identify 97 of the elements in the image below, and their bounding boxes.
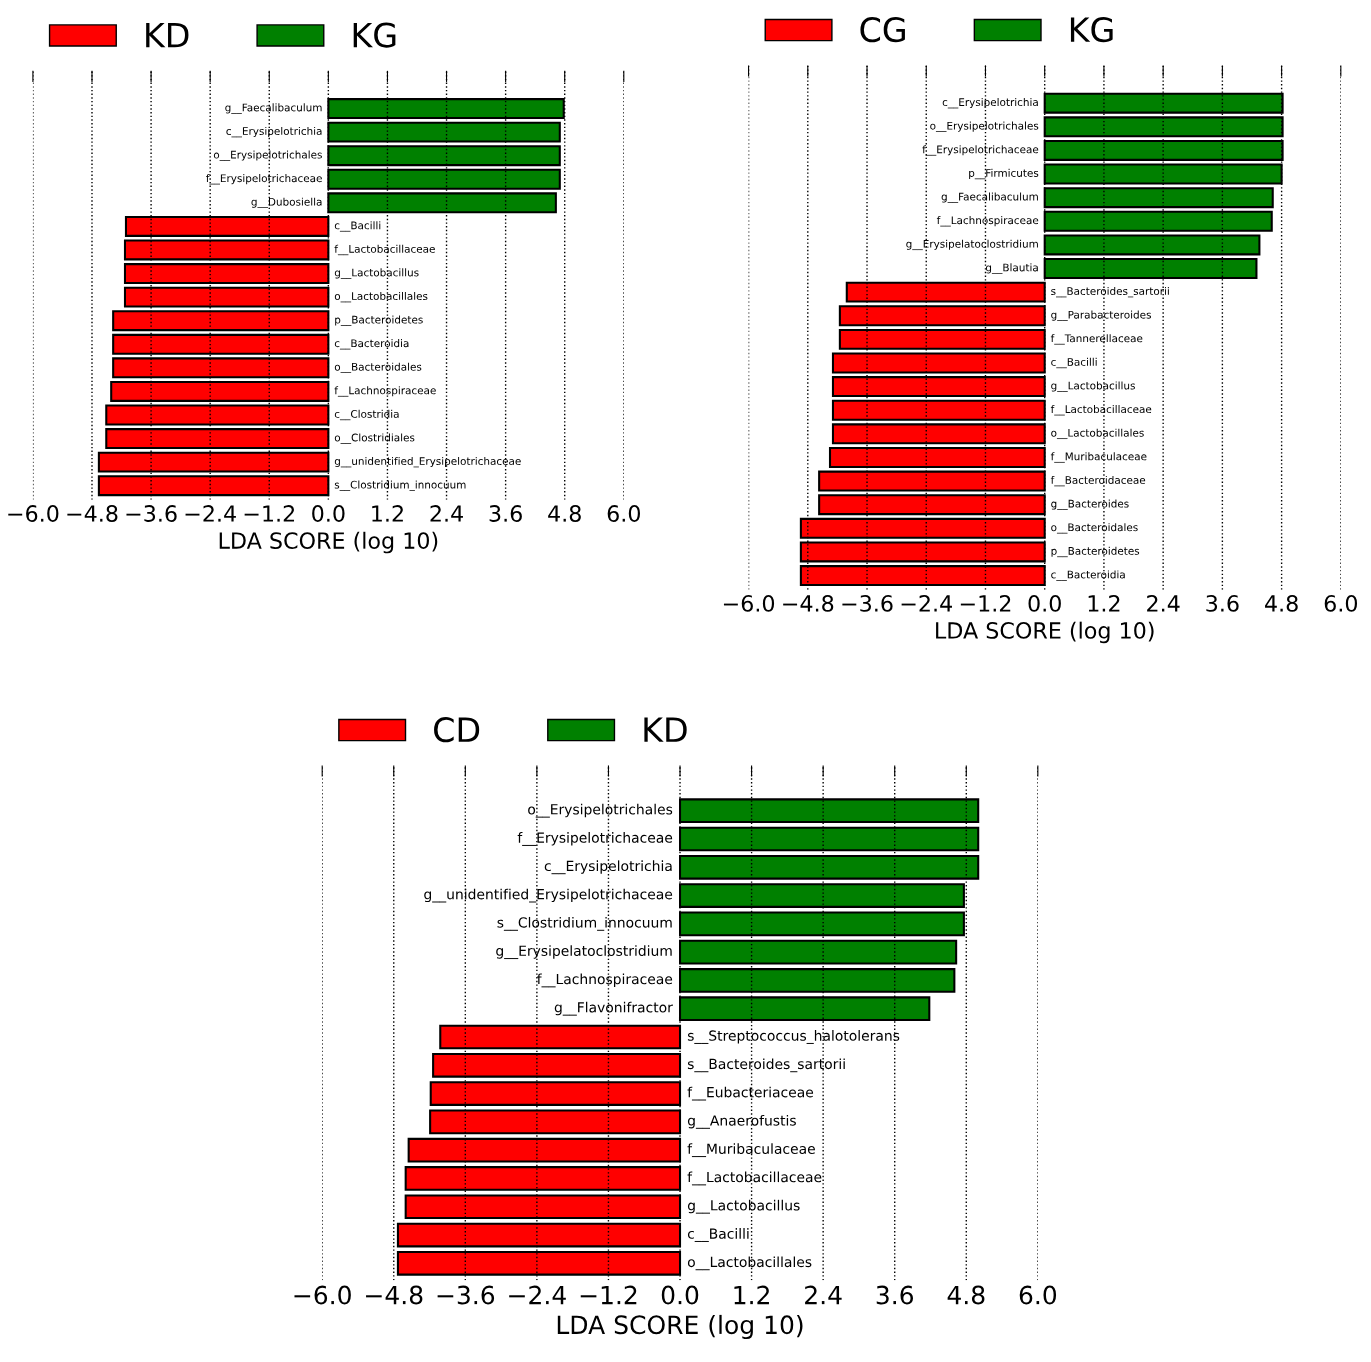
x-tick-label: −1.2 [580,1285,637,1305]
category-label: c__Bacteroidia [334,339,409,350]
x-tick-label: 4.8 [1265,595,1298,612]
legend-label: KD [146,22,189,48]
category-label: s__Streptococcus_halotolerans [687,1030,900,1044]
x-tick-label: 1.2 [1088,595,1120,612]
x-tick-label: 3.6 [489,505,522,522]
category-label: g__Erysipelatoclostridium [906,239,1038,251]
category-label: c__Bacteroidia [1051,570,1125,581]
x-tick-label: 4.8 [548,505,581,522]
category-label: g__Dubosiella [251,197,322,209]
x-tick-label: −4.8 [67,505,118,522]
category-label: f__Lactobacillaceae [1050,405,1152,416]
category-label: p__Bacteroidetes [1051,546,1140,558]
x-tick-label: −6.0 [8,505,59,522]
x-axis-title: LDA SCORE (log 10) [557,1314,803,1340]
legend-label: CG [860,17,905,43]
category-label: g__Lactobacillus [1051,381,1135,392]
x-tick-label: 6.0 [1324,595,1358,612]
category-label: o__Clostridiales [334,433,415,444]
category-label: p__Bacteroidetes [335,315,423,326]
x-tick-label: 2.4 [1147,595,1180,612]
x-tick-label: 0.0 [1028,595,1061,612]
category-label: o__Erysipelotrichales [930,121,1039,132]
x-tick-label: −3.6 [126,505,177,522]
category-label: c__Clostridia [334,409,399,421]
category-label: s__Bacteroides_sartorii [1051,286,1169,298]
category-label: o__Bacteroidales [1051,523,1138,534]
category-label: g__Flavonifractor [554,1001,673,1016]
category-label: f__Erysipelotrichaceae [517,832,673,846]
x-tick-label: −6.0 [294,1285,351,1305]
category-label: o__Erysipelotrichales [528,803,673,818]
category-label: f__Erysipelotrichaceae [922,145,1039,156]
x-tick-label: −3.6 [437,1285,495,1305]
category-label: o__Erysipelotrichales [213,150,322,161]
category-label: g__Parabacteroides [1051,310,1151,321]
category-label: p__Firmicutes [969,168,1039,180]
category-label: f__Lachnospiraceae [936,216,1039,227]
x-tick-label: 4.8 [947,1285,985,1305]
legend-label: CD [434,717,480,743]
category-label: g__Anaerofustis [687,1114,796,1129]
x-tick-label: −2.4 [185,505,236,522]
x-tick-label: 1.2 [372,505,403,522]
category-label: g__Bacteroides [1051,499,1129,510]
category-label: o__Lactobacillales [1051,428,1144,440]
category-label: f__Bacteroidaceae [1050,475,1146,487]
x-tick-label: 0.0 [312,505,345,522]
category-label: g__Blautia [985,263,1038,274]
x-tick-label: −2.4 [509,1285,566,1305]
x-tick-label: 1.2 [734,1285,769,1305]
category-label: f__Muribaculaceae [1050,452,1147,463]
category-label: f__Lactobacillaceae [687,1171,822,1186]
x-tick-label: −4.8 [366,1285,423,1305]
x-tick-label: −1.2 [244,505,295,522]
category-label: s__Clostridium_innocuum [334,480,466,491]
category-label: g__unidentified_Erysipelotrichaceae [424,888,673,903]
x-tick-label: −4.8 [783,595,834,612]
x-tick-label: 2.4 [430,505,463,522]
category-label: c__Erysipelotrichia [544,860,672,875]
category-label: g__Faecalibaculum [225,103,322,114]
category-label: s__Clostridium_innocuum [497,916,672,931]
category-label: g__Faecalibaculum [941,192,1038,203]
legend-label: KG [1070,17,1113,43]
category-label: f__Lachnospiraceae [537,973,673,988]
category-label: f__Erysipelotrichaceae [206,174,322,185]
category-label: f__Muribaculaceae [687,1143,815,1158]
x-tick-label: −1.2 [960,595,1011,612]
category-label: f__Tannerellaceae [1050,334,1143,345]
legend-label: KG [353,22,396,48]
x-axis-title: LDA SCORE (log 10) [936,621,1154,644]
x-tick-label: 0.0 [661,1285,699,1305]
category-label: g__unidentified_Erysipelotrichaceae [334,456,521,468]
x-tick-label: 3.6 [1206,595,1239,612]
category-label: o__Bacteroidales [334,362,422,374]
category-label: g__Lactobacillus [687,1199,800,1214]
category-label: o__Lactobacillales [334,291,428,303]
category-label: g__Lactobacillus [334,268,419,279]
category-label: s__Bacteroides_sartorii [687,1058,845,1073]
category-label: o__Lactobacillales [687,1256,812,1271]
x-tick-label: 6.0 [607,505,640,522]
category-label: f__Lactobacillaceae [334,244,435,256]
x-tick-label: −2.4 [901,595,952,612]
category-label: c__Erysipelotrichia [942,97,1038,109]
legend-label: KD [644,717,687,742]
x-tick-label: −3.6 [842,595,893,612]
x-tick-label: 3.6 [876,1285,914,1305]
x-tick-label: 6.0 [1019,1285,1057,1305]
x-tick-label: 2.4 [805,1285,842,1305]
x-axis-title: LDA SCORE (log 10) [219,531,438,554]
category-label: f__Eubacteriaceae [687,1086,814,1101]
category-label: f__Lachnospiraceae [334,386,436,397]
category-label: c__Bacilli [687,1228,749,1242]
category-label: c__Bacilli [1051,357,1097,369]
category-label: c__Erysipelotrichia [226,126,322,138]
category-label: c__Bacilli [334,221,381,232]
category-label: g__Erysipelatoclostridium [496,945,672,960]
x-tick-label: −6.0 [723,595,775,612]
